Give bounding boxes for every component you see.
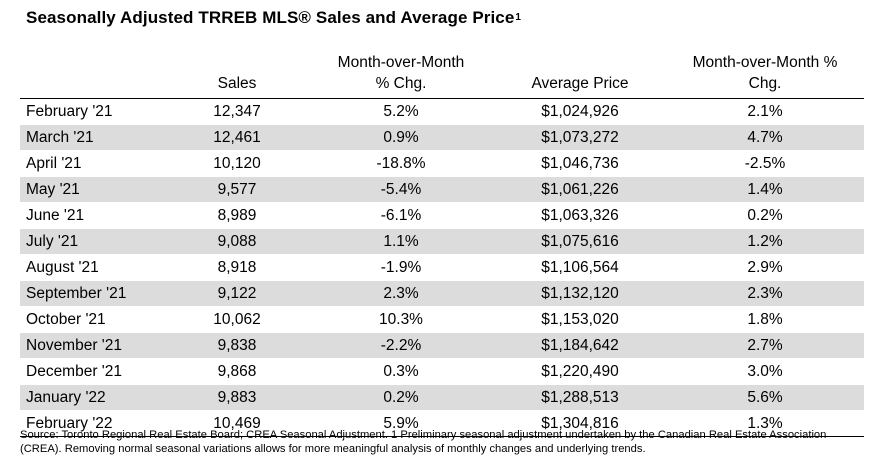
header-sales: Sales	[217, 75, 257, 92]
cell-sales: 10,120	[213, 154, 261, 172]
cell-price-chg: 1.4%	[666, 176, 864, 203]
cell-sales-chg: 0.9%	[308, 124, 494, 151]
header-price-mom: Month-over-Month % Chg.	[666, 52, 864, 99]
cell-avg-price: $1,073,272	[494, 124, 666, 151]
table-row: September '21 9,122 2.3% $1,132,120 2.3%	[20, 280, 864, 307]
table-row: June '21 8,989 -6.1% $1,063,326 0.2%	[20, 203, 864, 229]
cell-sales: 9,838	[166, 332, 308, 359]
cell-price-chg: 2.3%	[666, 280, 864, 307]
cell-sales-chg: 5.9%	[383, 414, 419, 432]
cell-sales-chg: 5.2%	[383, 102, 419, 120]
table-body: February '21 12,347 5.2% $1,024,926 2.1% Marc…	[20, 99, 864, 437]
cell-sales: 9,883	[166, 384, 308, 411]
header-price-mom-line1: Month-over-Month %	[692, 54, 838, 71]
cell-avg-price: $1,132,120	[494, 280, 666, 307]
cell-price-chg: 0.2%	[747, 206, 783, 224]
header-month	[20, 52, 166, 99]
cell-sales: 10,469	[213, 414, 261, 432]
cell-month: August '21	[26, 258, 99, 276]
cell-sales: 9,122	[166, 280, 308, 307]
cell-month: April '21	[26, 154, 82, 172]
table-row: January '22 9,883 0.2% $1,288,513 5.6%	[20, 384, 864, 411]
cell-sales-chg: 2.3%	[308, 280, 494, 307]
cell-price-chg: 2.9%	[747, 258, 783, 276]
table-row: April '21 10,120 -18.8% $1,046,736 -2.5%	[20, 151, 864, 177]
cell-sales: 12,461	[166, 124, 308, 151]
cell-sales-chg: -1.9%	[380, 258, 422, 276]
source-note: Source: Toronto Regional Real Estate Boa…	[20, 429, 827, 455]
cell-avg-price: $1,184,642	[494, 332, 666, 359]
cell-month: September '21	[20, 280, 166, 307]
cell-price-chg: 3.0%	[747, 362, 783, 380]
cell-month: February '21	[26, 102, 113, 120]
table-row: March '21 12,461 0.9% $1,073,272 4.7%	[20, 124, 864, 151]
cell-month: December '21	[26, 362, 123, 380]
header-sales-mom-line1: Month-over-Month	[337, 54, 465, 71]
cell-sales-chg: -18.8%	[376, 154, 426, 172]
cell-sales: 9,088	[166, 228, 308, 255]
header-avg-price: Average Price	[531, 75, 629, 92]
table-row: May '21 9,577 -5.4% $1,061,226 1.4%	[20, 176, 864, 203]
sales-price-table: Sales Month-over-Month % Chg. Average Pri…	[20, 52, 864, 437]
header-sales-mom-line2: % Chg.	[375, 75, 427, 92]
cell-price-chg: 1.2%	[666, 228, 864, 255]
table-row: February '22 10,469 5.9% $1,304,816 1.3%	[20, 411, 864, 437]
header-sales-mom: Month-over-Month % Chg.	[308, 52, 494, 99]
cell-avg-price: $1,046,736	[541, 154, 619, 172]
cell-sales: 9,577	[166, 176, 308, 203]
cell-avg-price: $1,153,020	[541, 310, 619, 328]
cell-month: March '21	[20, 124, 166, 151]
cell-sales: 10,062	[213, 310, 261, 328]
table-row: July '21 9,088 1.1% $1,075,616 1.2%	[20, 228, 864, 255]
cell-sales-chg: 0.3%	[383, 362, 419, 380]
cell-avg-price: $1,106,564	[541, 258, 619, 276]
header-price-mom-line2: Chg.	[748, 75, 782, 92]
cell-month: January '22	[20, 384, 166, 411]
title-text: Seasonally Adjusted TRREB MLS® Sales and…	[26, 8, 515, 27]
cell-month: June '21	[26, 206, 85, 224]
table-row: October '21 10,062 10.3% $1,153,020 1.8%	[20, 307, 864, 333]
cell-month: October '21	[26, 310, 106, 328]
table-header-row: Sales Month-over-Month % Chg. Average Pri…	[20, 52, 864, 99]
cell-avg-price: $1,063,326	[541, 206, 619, 224]
cell-sales-chg: 10.3%	[379, 310, 423, 328]
cell-price-chg: 2.7%	[666, 332, 864, 359]
cell-price-chg: 2.1%	[747, 102, 783, 120]
cell-price-chg: 4.7%	[666, 124, 864, 151]
table-row: August '21 8,918 -1.9% $1,106,564 2.9%	[20, 255, 864, 281]
table-row: February '21 12,347 5.2% $1,024,926 2.1%	[20, 99, 864, 125]
page-title: Seasonally Adjusted TRREB MLS® Sales and…	[26, 8, 521, 28]
cell-sales-chg: -2.2%	[308, 332, 494, 359]
cell-avg-price: $1,075,616	[494, 228, 666, 255]
cell-sales-chg: -5.4%	[308, 176, 494, 203]
cell-month: November '21	[20, 332, 166, 359]
cell-sales-chg: 1.1%	[308, 228, 494, 255]
cell-avg-price: $1,304,816	[541, 414, 619, 432]
cell-price-chg: 5.6%	[666, 384, 864, 411]
cell-avg-price: $1,024,926	[541, 102, 619, 120]
cell-avg-price: $1,288,513	[494, 384, 666, 411]
cell-sales: 8,918	[217, 258, 257, 276]
cell-avg-price: $1,061,226	[494, 176, 666, 203]
cell-month: February '22	[26, 414, 113, 432]
cell-month: May '21	[20, 176, 166, 203]
table-row: December '21 9,868 0.3% $1,220,490 3.0%	[20, 359, 864, 385]
cell-price-chg: 1.8%	[747, 310, 783, 328]
cell-sales-chg: -6.1%	[380, 206, 422, 224]
cell-sales-chg: 0.2%	[308, 384, 494, 411]
cell-sales: 8,989	[217, 206, 257, 224]
title-footnote-marker: 1	[515, 12, 522, 23]
table-row: November '21 9,838 -2.2% $1,184,642 2.7%	[20, 332, 864, 359]
cell-sales: 9,868	[217, 362, 257, 380]
cell-price-chg: -2.5%	[744, 154, 786, 172]
cell-sales: 12,347	[213, 102, 261, 120]
cell-price-chg: 1.3%	[747, 414, 783, 432]
cell-avg-price: $1,220,490	[541, 362, 619, 380]
cell-month: July '21	[20, 228, 166, 255]
